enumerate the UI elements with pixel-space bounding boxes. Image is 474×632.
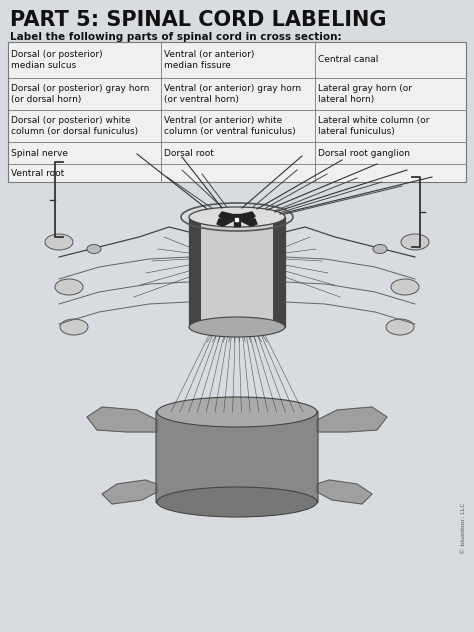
Polygon shape <box>219 212 235 222</box>
Polygon shape <box>239 212 255 222</box>
Text: Ventral (or anterior)
median fissure: Ventral (or anterior) median fissure <box>164 50 255 70</box>
Polygon shape <box>87 407 157 432</box>
Text: Ventral root: Ventral root <box>11 169 64 178</box>
Bar <box>189 217 201 327</box>
Text: Dorsal (or posterior)
median sulcus: Dorsal (or posterior) median sulcus <box>11 50 103 70</box>
Ellipse shape <box>189 317 285 337</box>
Text: Dorsal root: Dorsal root <box>164 149 214 157</box>
Text: Central canal: Central canal <box>318 56 378 64</box>
Ellipse shape <box>45 234 73 250</box>
Text: Label the following parts of spinal cord in cross section:: Label the following parts of spinal cord… <box>10 32 342 42</box>
Bar <box>8 42 466 182</box>
Text: Dorsal (or posterior) gray horn
(or dorsal horn): Dorsal (or posterior) gray horn (or dors… <box>11 84 149 104</box>
Ellipse shape <box>386 319 414 335</box>
Ellipse shape <box>87 245 101 253</box>
Text: Dorsal root ganglion: Dorsal root ganglion <box>318 149 410 157</box>
Ellipse shape <box>401 234 429 250</box>
Text: © bluedoor, LLC: © bluedoor, LLC <box>461 502 466 554</box>
Ellipse shape <box>55 279 83 295</box>
Ellipse shape <box>373 245 387 253</box>
Bar <box>273 217 285 327</box>
FancyBboxPatch shape <box>156 411 318 503</box>
Polygon shape <box>236 218 238 221</box>
Text: Ventral (or anterior) white
column (or ventral funiculus): Ventral (or anterior) white column (or v… <box>164 116 296 136</box>
Polygon shape <box>317 480 372 504</box>
Polygon shape <box>217 218 235 226</box>
Text: Spinal nerve: Spinal nerve <box>11 149 68 157</box>
Ellipse shape <box>189 207 285 227</box>
Ellipse shape <box>60 319 88 335</box>
Text: Lateral white column (or
lateral funiculus): Lateral white column (or lateral funicul… <box>318 116 429 136</box>
Text: Lateral gray horn (or
lateral horn): Lateral gray horn (or lateral horn) <box>318 84 412 104</box>
Text: Dorsal (or posterior) white
column (or dorsal funiculus): Dorsal (or posterior) white column (or d… <box>11 116 138 136</box>
Text: PART 5: SPINAL CORD LABELING: PART 5: SPINAL CORD LABELING <box>10 10 386 30</box>
Bar <box>189 217 285 327</box>
Polygon shape <box>317 407 387 432</box>
Polygon shape <box>234 214 240 226</box>
Polygon shape <box>239 218 257 226</box>
Ellipse shape <box>391 279 419 295</box>
Ellipse shape <box>157 397 317 427</box>
Ellipse shape <box>157 487 317 517</box>
Bar <box>201 217 273 327</box>
Polygon shape <box>102 480 157 504</box>
Text: Ventral (or anterior) gray horn
(or ventral horn): Ventral (or anterior) gray horn (or vent… <box>164 84 301 104</box>
